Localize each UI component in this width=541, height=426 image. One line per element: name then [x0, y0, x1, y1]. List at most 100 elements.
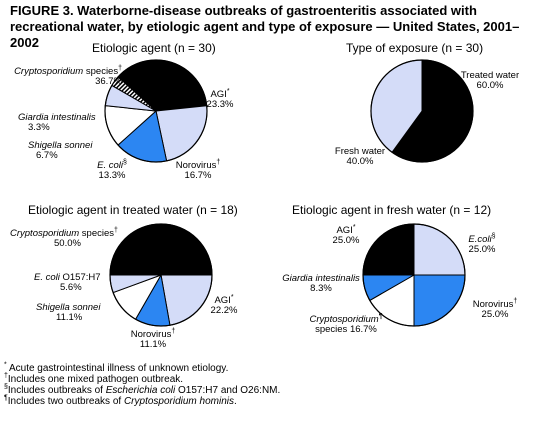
- label-p3-agi-name: AGI: [214, 295, 231, 306]
- label-p3-crypto-pct: 50.0%: [54, 238, 81, 249]
- pie-slice-e-coli: [413, 223, 466, 276]
- label-p3-norovirus-name: Norovirus: [130, 329, 172, 340]
- pie-outline: [104, 59, 208, 163]
- label-p3-ecoli: E. coli O157:H7 5.6%: [34, 273, 101, 293]
- label-p3-ecoli-pct: 5.6%: [60, 282, 82, 293]
- label-p3-norovirus-mark: †: [171, 327, 176, 335]
- label-p1-shigella-pct: 6.7%: [36, 150, 58, 161]
- label-p1-crypto-mark: †: [118, 64, 122, 72]
- footnotes: * Acute gastrointestinal illness of unkn…: [4, 361, 281, 407]
- footnote-ecoli: §Includes outbreaks of Escherichia coli …: [4, 383, 281, 396]
- label-p1-shigella: Shigella sonnei 6.7%: [28, 141, 92, 161]
- label-p4-norovirus-name: Norovirus: [472, 299, 514, 310]
- label-p4-crypto-rest: species 16.7%: [315, 324, 377, 335]
- label-p1-norovirus-pct: 16.7%: [184, 170, 212, 181]
- label-p1-ecoli-pct: 13.3%: [98, 170, 126, 181]
- label-p1-agi: AGI* 23.3%: [200, 87, 240, 110]
- pie-title-etiologic-agent: Etiologic agent (n = 30): [92, 41, 216, 55]
- footnote-hominis-italic: Cryptosporidium hominis: [123, 396, 234, 407]
- label-p1-crypto-rest: species: [83, 66, 119, 77]
- label-p3-crypto: Cryptosporidium species† 50.0%: [10, 226, 118, 249]
- label-p3-ecoli-name: E. coli: [34, 272, 60, 283]
- label-p1-agi-pct: 23.3%: [206, 99, 234, 110]
- label-p4-agi-mark: *: [352, 223, 356, 231]
- label-p4-giardia-name: Giardia intestinalis: [282, 273, 360, 284]
- label-p3-crypto-mark: †: [114, 226, 118, 234]
- label-p3-norovirus-pct: 11.1%: [139, 339, 167, 350]
- footnote-mixed: †Includes one mixed pathogen outbreak.: [4, 372, 280, 385]
- label-p1-crypto: Cryptosporidium species† 36.7%: [8, 64, 122, 87]
- label-p3-crypto-name: Cryptosporidium: [10, 228, 80, 239]
- pie-title-fresh-water: Etiologic agent in fresh water (n = 12): [292, 203, 492, 217]
- pie-slice-agi: [362, 223, 415, 276]
- pie-chart-etiologic-agent: [104, 59, 208, 163]
- footnote-ecoli-italic: Escherichia coli: [105, 385, 176, 396]
- label-p1-norovirus-name: Norovirus: [175, 160, 217, 171]
- pie-outline: [362, 223, 466, 327]
- figure-title: FIGURE 3. Waterborne-disease outbreaks o…: [10, 3, 535, 51]
- label-p4-giardia: Giardia intestinalis 8.3%: [278, 274, 364, 294]
- label-p3-agi-mark: *: [230, 293, 234, 301]
- footnote-ecoli-pre: Includes outbreaks of: [7, 385, 106, 396]
- label-p4-crypto-mark: ¶: [378, 312, 383, 320]
- label-p1-ecoli-mark: §: [122, 158, 127, 166]
- label-p3-crypto-rest: species: [79, 228, 115, 239]
- label-p4-norovirus-mark: †: [513, 297, 518, 305]
- label-p4-crypto-name: Cryptosporidium: [309, 314, 379, 325]
- label-p3-agi: AGI* 22.2%: [204, 293, 244, 316]
- label-p3-norovirus: Norovirus† 11.1%: [124, 327, 182, 350]
- footnote-mixed-text: Includes one mixed pathogen outbreak.: [7, 374, 184, 385]
- label-p3-shigella: Shigella sonnei 11.1%: [36, 303, 100, 323]
- label-p4-agi: AGI* 25.0%: [326, 223, 366, 246]
- label-p3-shigella-pct: 11.1%: [56, 312, 83, 323]
- label-p1-giardia-pct: 3.3%: [28, 122, 50, 133]
- footnote-hominis: ¶Includes two outbreaks of Cryptosporidi…: [4, 394, 280, 407]
- pie-chart-type-of-exposure: [370, 59, 474, 163]
- pie-slice-norovirus: [413, 274, 466, 327]
- footnote-ecoli-mark: §: [4, 383, 8, 391]
- label-p4-agi-name: AGI: [336, 225, 353, 236]
- label-p4-giardia-pct: 8.3%: [310, 283, 332, 294]
- label-p3-shigella-name: Shigella sonnei: [36, 302, 101, 313]
- label-p1-ecoli: E. coli§ 13.3%: [92, 158, 132, 181]
- label-p4-ecoli-pct: 25.0%: [468, 244, 496, 255]
- label-p4-norovirus-pct: 25.0%: [481, 309, 509, 320]
- label-p1-agi-mark: *: [226, 87, 230, 95]
- label-p1-ecoli-name: E. coli: [97, 160, 123, 171]
- label-p2-fresh-pct: 40.0%: [346, 156, 374, 167]
- label-p4-ecoli-name: E.coli: [468, 234, 492, 245]
- label-p3-ecoli-rest: O157:H7: [59, 272, 101, 283]
- pie-chart-treated-water: [109, 223, 213, 327]
- label-p1-giardia: Giardia intestinalis 3.3%: [18, 113, 96, 133]
- figure-title-line1: FIGURE 3. Waterborne-disease outbreaks o…: [10, 3, 477, 18]
- label-p4-ecoli: E.coli§ 25.0%: [462, 232, 502, 255]
- footnote-mixed-mark: †: [4, 372, 8, 380]
- footnote-agi-mark: *: [4, 361, 7, 369]
- pie-title-type-of-exposure: Type of exposure (n = 30): [346, 41, 484, 55]
- label-p4-agi-pct: 25.0%: [332, 235, 360, 246]
- label-p1-agi-name: AGI: [210, 89, 227, 100]
- pie-slice-cryptosporidium-species: [109, 223, 213, 276]
- footnote-hominis-mark: ¶: [4, 394, 8, 402]
- label-p4-norovirus: Norovirus† 25.0%: [464, 297, 526, 320]
- label-p1-norovirus-mark: †: [216, 158, 221, 166]
- label-p1-crypto-name: Cryptosporidium: [14, 66, 84, 77]
- label-p2-treated-pct: 60.0%: [476, 80, 504, 91]
- pie-outline: [109, 223, 213, 327]
- label-p3-agi-pct: 22.2%: [210, 305, 238, 316]
- label-p4-ecoli-mark: §: [491, 232, 496, 240]
- label-p1-giardia-name: Giardia intestinalis: [18, 112, 96, 123]
- label-p4-crypto: Cryptosporidium¶ species 16.7%: [300, 312, 392, 335]
- label-p2-treated: Treated water 60.0%: [452, 71, 528, 91]
- figure-title-line2: recreational water, by etiologic agent a…: [10, 19, 520, 50]
- footnote-ecoli-post: O157:H7 and O26:NM.: [175, 385, 281, 396]
- footnote-hominis-pre: Includes two outbreaks of: [7, 396, 124, 407]
- label-p1-norovirus: Norovirus† 16.7%: [170, 158, 226, 181]
- footnote-agi-text: Acute gastrointestinal illness of unknow…: [6, 363, 229, 374]
- label-p2-treated-name: Treated water: [460, 70, 520, 81]
- pie-title-treated-water: Etiologic agent in treated water (n = 18…: [28, 203, 238, 217]
- label-p1-shigella-name: Shigella sonnei: [28, 140, 93, 151]
- label-p1-crypto-pct: 36.7%: [95, 76, 122, 87]
- label-p2-fresh-name: Fresh water: [334, 146, 386, 157]
- pie-chart-fresh-water: [362, 223, 466, 327]
